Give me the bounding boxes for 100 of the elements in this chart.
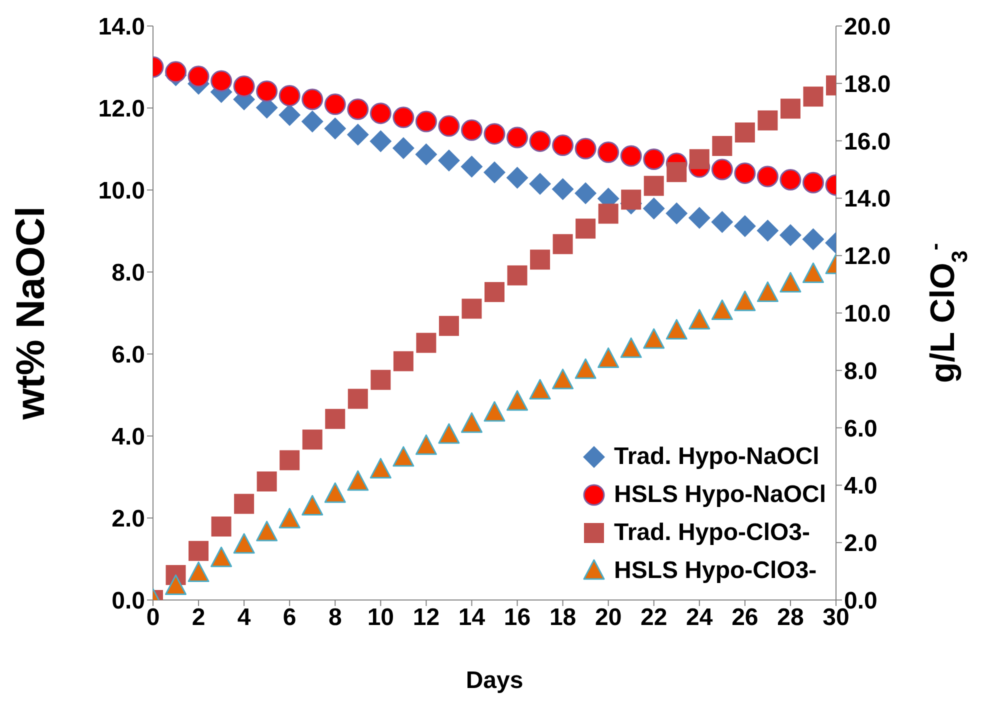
point [347,470,369,491]
point [506,390,528,411]
point [233,533,255,554]
point [802,228,824,250]
point [689,149,710,170]
point [711,300,733,320]
point [438,316,459,336]
point [758,110,778,130]
point [188,562,210,582]
point [688,206,710,229]
point [506,166,528,189]
point [348,388,368,409]
x-tick-label: 4 [237,604,252,632]
y-tick-label: 2.0 [112,506,145,533]
point [620,145,642,167]
point [484,161,506,184]
x-tick-label: 6 [282,604,296,632]
point [529,379,551,400]
point [712,136,732,156]
x-tick-label: 28 [777,604,804,632]
x-tick-label: 18 [549,604,576,632]
y-tick-label: 6.0 [112,342,145,369]
point [278,84,300,106]
y2-tick-label: 6.0 [844,415,878,442]
point [756,281,778,302]
point [552,234,573,254]
point [302,494,324,516]
point [666,162,687,182]
point [370,130,392,152]
point [552,368,574,390]
x-tick-label: 10 [367,604,394,632]
point [484,282,504,302]
y-tick-label: 14.0 [98,14,145,41]
point [644,176,664,196]
point [438,115,460,137]
point [415,143,438,166]
point [802,262,824,284]
point [530,250,550,270]
point [484,123,506,145]
point [324,482,346,503]
point [574,182,597,204]
point [780,272,802,292]
point [233,76,255,98]
point [734,162,756,184]
point [643,148,665,170]
point [598,204,618,224]
point [256,471,277,492]
point [734,122,755,142]
point [803,86,824,107]
point [529,172,552,195]
point [234,494,254,514]
x-tick-label: 8 [328,604,342,632]
point [392,137,414,160]
point [438,423,460,444]
point [734,215,756,238]
point [302,430,322,450]
point [324,118,346,140]
point [210,70,232,92]
legend-label: Trad. Hypo-NaOCl [614,443,820,471]
point [346,124,369,146]
y-tick-label: 0.0 [112,588,145,615]
point [780,98,800,119]
point [370,370,391,390]
point [415,434,437,455]
y2-tick-label: 4.0 [844,472,878,500]
point [780,169,802,190]
point [688,309,710,330]
x-tick-label: 16 [504,604,531,632]
point [756,220,779,242]
point [779,224,802,246]
point [188,540,209,561]
y-tick-label: 12.0 [98,96,145,123]
x-tick-label: 22 [640,604,668,632]
y2-tick-label: 12.0 [844,243,891,270]
point [598,142,620,164]
legend-label: HSLS Hypo-NaOCl [614,481,826,509]
point [711,210,734,233]
point [370,102,392,124]
y2-tick-label: 2.0 [844,530,878,558]
point [438,149,460,172]
point [756,166,778,188]
x-tick-label: 2 [192,604,206,632]
point [574,358,596,379]
point [256,80,278,102]
point [711,158,733,180]
point [506,126,528,148]
point [552,178,574,200]
x-tick-label: 12 [412,604,440,632]
point [393,351,414,372]
x-tick-label: 24 [686,604,714,632]
point [529,130,551,152]
point [210,546,232,568]
point [620,337,642,358]
y-axis-title: wt% NaOCl [9,206,53,421]
point [666,202,688,224]
point [416,332,436,353]
point [392,106,414,128]
point [598,347,620,368]
point [576,218,596,239]
y-tick-label: 4.0 [112,424,145,451]
